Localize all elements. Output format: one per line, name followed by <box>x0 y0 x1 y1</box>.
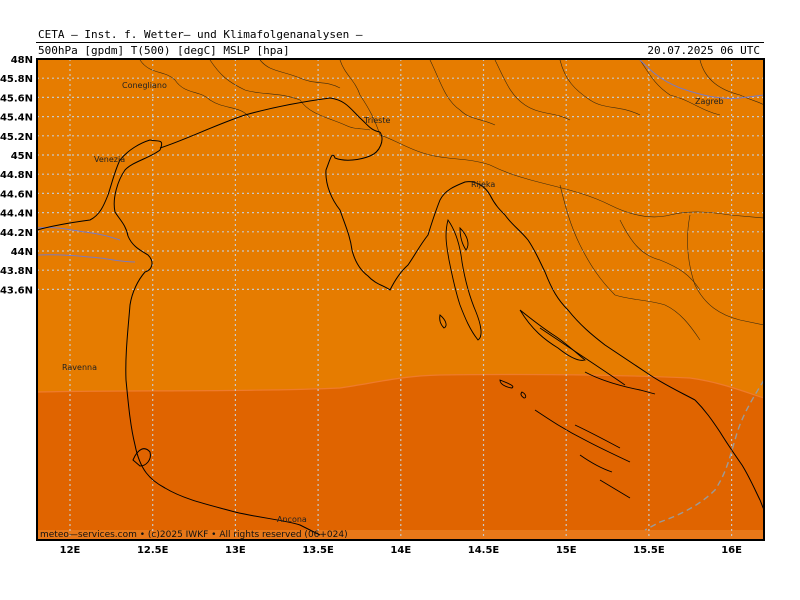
lon-tick-label: 15.5E <box>633 545 665 556</box>
city-ravenna: Ravenna <box>62 363 97 372</box>
city-venezia: Venezia <box>94 155 125 164</box>
lat-tick-label: 44.8N <box>0 170 33 181</box>
lon-tick-label: 12.5E <box>137 545 169 556</box>
coastline <box>37 97 764 536</box>
lon-tick-label: 14.5E <box>468 545 500 556</box>
lat-tick-label: 43.6N <box>0 285 33 296</box>
city-ancona: Ancona <box>277 515 307 524</box>
lat-lon-grid <box>37 59 764 540</box>
chart-title: CETA — Inst. f. Wetter— und Klimafolgena… <box>38 28 363 41</box>
map-frame <box>36 58 765 541</box>
copyright-footer: meteo—services.com • (c)2025 IWKF • All … <box>40 530 348 540</box>
city-labels: Conegliano Venezia Trieste Rijeka Zagreb… <box>62 81 724 524</box>
lat-tick-label: 44.4N <box>0 209 33 220</box>
lat-tick-label: 45N <box>11 151 33 162</box>
lon-tick-label: 14E <box>390 545 411 556</box>
lon-tick-label: 13E <box>225 545 246 556</box>
lon-tick-label: 12E <box>60 545 81 556</box>
header-divider <box>36 42 764 43</box>
lat-tick-label: 45.6N <box>0 93 33 104</box>
region-borders <box>139 59 764 341</box>
lat-tick-label: 44.2N <box>0 228 33 239</box>
lat-tick-label: 43.8N <box>0 266 33 277</box>
city-conegliano: Conegliano <box>122 81 167 90</box>
valid-time: 20.07.2025 06 UTC <box>647 44 760 57</box>
lat-tick-label: 45.2N <box>0 132 33 143</box>
lon-tick-label: 15E <box>556 545 577 556</box>
lat-tick-label: 48N <box>11 55 33 66</box>
lon-tick-label: 16E <box>721 545 742 556</box>
lat-tick-label: 45.4N <box>0 113 33 124</box>
islands <box>439 218 656 499</box>
state-border <box>644 379 764 531</box>
lat-tick-label: 44N <box>11 247 33 258</box>
field-description: 500hPa [gpdm] T(500) [degC] MSLP [hpa] <box>38 44 290 57</box>
lat-tick-label: 44.6N <box>0 189 33 200</box>
lon-tick-label: 13.5E <box>302 545 334 556</box>
city-trieste: Trieste <box>363 116 390 125</box>
lat-tick-label: 45.8N <box>0 74 33 85</box>
city-rijeka: Rijeka <box>471 180 495 189</box>
rivers <box>37 59 764 263</box>
longitude-labels: 12E 12.5E 13E 13.5E 14E 14.5E 15E 15.5E 16E <box>60 545 743 556</box>
latitude-labels: 48N 45.8N 45.6N 45.4N 45.2N 45N 44.8N 44.6N 44.4… <box>0 55 33 296</box>
city-zagreb: Zagreb <box>695 97 724 106</box>
